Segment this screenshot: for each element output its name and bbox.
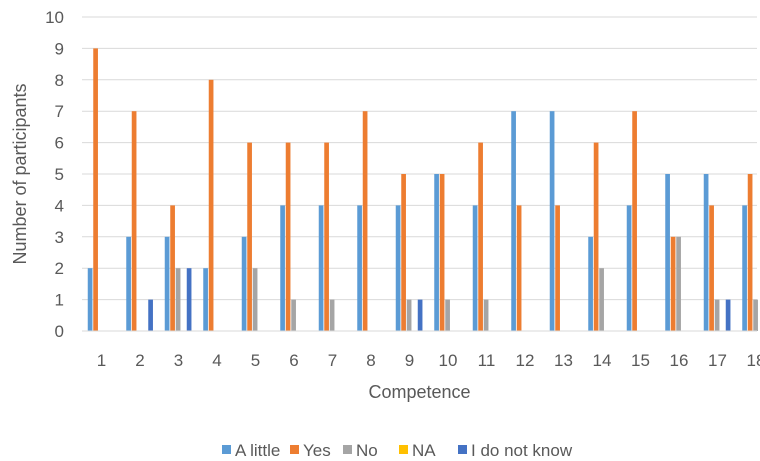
legend-label: Yes	[303, 441, 331, 460]
x-tick-label: 10	[439, 351, 458, 370]
legend-swatch	[222, 445, 231, 454]
x-tick-label: 4	[212, 351, 221, 370]
y-tick-label: 9	[55, 39, 64, 58]
bar-yes-2	[131, 111, 137, 331]
bar-yes-4	[208, 79, 214, 331]
y-tick-label: 1	[55, 291, 64, 310]
x-tick-label: 18	[747, 351, 760, 370]
bar-no-17	[714, 299, 720, 331]
legend-swatch	[290, 445, 299, 454]
x-tick-label: 17	[708, 351, 727, 370]
bar-i-do-not-know-3	[186, 268, 192, 331]
bar-a-little-6	[280, 205, 285, 331]
x-tick-label: 16	[670, 351, 689, 370]
legend-label: NA	[412, 441, 436, 460]
bar-a-little-2	[126, 236, 131, 331]
y-tick-label: 2	[55, 259, 64, 278]
x-tick-label: 6	[289, 351, 298, 370]
bar-yes-16	[670, 236, 676, 331]
x-axis-ticks: 123456789101112131415161718	[97, 351, 760, 370]
bar-no-11	[483, 299, 489, 331]
legend-label: I do not know	[471, 441, 573, 460]
bar-no-3	[175, 268, 181, 331]
bar-yes-9	[401, 174, 406, 331]
bar-yes-7	[324, 142, 329, 331]
x-tick-label: 2	[135, 351, 144, 370]
bar-no-16	[676, 236, 681, 331]
bar-no-18	[753, 299, 758, 331]
bar-a-little-3	[164, 236, 170, 331]
bar-no-5	[252, 268, 258, 331]
bar-a-little-18	[742, 205, 747, 331]
x-tick-label: 8	[366, 351, 375, 370]
bar-yes-13	[555, 205, 560, 331]
bar-yes-14	[593, 142, 599, 331]
bar-a-little-7	[318, 205, 324, 331]
bar-a-little-13	[549, 111, 555, 331]
bar-yes-3	[170, 205, 175, 331]
legend-swatch	[399, 445, 408, 454]
bar-a-little-8	[357, 205, 362, 331]
y-tick-label: 3	[55, 228, 64, 247]
bar-a-little-4	[203, 268, 208, 331]
bar-no-10	[445, 299, 450, 331]
bar-a-little-9	[395, 205, 401, 331]
y-tick-label: 4	[55, 196, 64, 215]
legend-swatch	[458, 445, 467, 454]
bar-no-6	[291, 299, 296, 331]
legend-label: A little	[235, 441, 280, 460]
x-tick-label: 5	[251, 351, 260, 370]
bar-yes-18	[747, 174, 753, 331]
bar-yes-12	[516, 205, 522, 331]
y-tick-label: 0	[55, 322, 64, 341]
x-tick-label: 15	[631, 351, 650, 370]
bar-a-little-10	[434, 174, 439, 331]
bar-i-do-not-know-17	[725, 299, 731, 331]
bar-a-little-12	[511, 111, 516, 331]
bar-yes-11	[478, 142, 483, 331]
y-tick-label: 6	[55, 134, 64, 153]
x-tick-label: 12	[516, 351, 535, 370]
x-tick-label: 13	[554, 351, 573, 370]
legend: A little Yes No NA I do not know	[222, 441, 573, 460]
x-tick-label: 11	[478, 351, 496, 370]
bar-yes-8	[362, 111, 368, 331]
y-tick-label: 5	[55, 165, 64, 184]
bar-yes-17	[709, 205, 714, 331]
y-axis-ticks: 0 1 2 3 4 5 6 7 8 9 10	[45, 8, 64, 341]
y-axis-title: Number of participants	[10, 83, 30, 264]
bars	[87, 48, 758, 332]
bar-a-little-17	[703, 174, 709, 331]
gridlines	[82, 16, 757, 301]
bar-a-little-5	[241, 236, 247, 331]
bar-a-little-1	[87, 268, 93, 331]
legend-label: No	[356, 441, 378, 460]
y-tick-label: 10	[45, 8, 64, 27]
y-tick-label: 7	[55, 102, 64, 121]
x-axis-title: Competence	[368, 382, 470, 402]
y-tick-label: 8	[55, 71, 64, 90]
legend-swatch	[343, 445, 352, 454]
bar-a-little-16	[665, 174, 670, 331]
bar-i-do-not-know-9	[417, 299, 423, 331]
bar-yes-6	[285, 142, 291, 331]
bar-a-little-11	[472, 205, 478, 331]
x-tick-label: 14	[593, 351, 612, 370]
x-tick-label: 7	[328, 351, 337, 370]
bar-no-9	[406, 299, 412, 331]
bar-yes-5	[247, 142, 252, 331]
x-tick-label: 9	[405, 351, 414, 370]
bar-a-little-14	[588, 236, 593, 331]
bar-no-14	[599, 268, 604, 331]
bar-a-little-15	[626, 205, 632, 331]
bar-yes-15	[632, 111, 637, 331]
bar-yes-1	[93, 48, 98, 332]
x-tick-label: 1	[97, 351, 106, 370]
bar-i-do-not-know-2	[148, 299, 153, 331]
bar-yes-10	[439, 174, 445, 331]
bar-no-7	[329, 299, 335, 331]
x-tick-label: 3	[174, 351, 183, 370]
